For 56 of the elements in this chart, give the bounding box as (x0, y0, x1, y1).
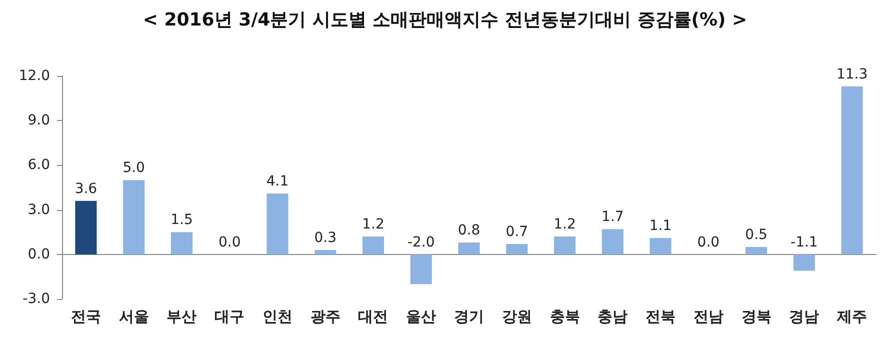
x-tick-label: 인천 (262, 308, 292, 326)
data-label: 1.7 (602, 209, 624, 226)
data-label: 5.0 (122, 160, 145, 176)
x-tick-label: 서울 (118, 308, 149, 326)
data-label: 11.3 (836, 66, 868, 82)
x-tick-label: 제주 (836, 308, 868, 326)
bar (793, 254, 815, 271)
bar (458, 242, 480, 254)
x-tick-label: 경기 (454, 308, 484, 326)
bar (650, 238, 672, 254)
bar (746, 246, 768, 254)
y-tick-label: 6.0 (28, 157, 50, 174)
bar (314, 250, 336, 254)
bar (123, 180, 145, 254)
bar (170, 232, 192, 254)
x-tick-label: 부산 (166, 308, 197, 326)
data-label: 4.1 (266, 173, 289, 190)
bar (554, 236, 576, 254)
bar (841, 86, 863, 254)
x-tick-label: 강원 (502, 308, 532, 326)
x-tick-label: 대전 (358, 308, 388, 326)
bar (362, 236, 384, 254)
y-tick-label: 0.0 (28, 246, 50, 262)
data-label: 3.6 (74, 180, 98, 197)
x-tick-label: 전국 (70, 308, 101, 326)
data-label: 0.0 (697, 234, 720, 250)
data-label: -1.1 (790, 234, 818, 250)
y-tick-label: 9.0 (28, 112, 50, 129)
bar (506, 244, 528, 254)
x-tick-label: 경남 (789, 308, 820, 326)
y-tick-label: 12.0 (18, 68, 50, 84)
y-tick-label: 3.0 (28, 202, 50, 218)
chart-title: < 2016년 3/4분기 시도별 소매판매액지수 전년동분기대비 증감률(%) > (142, 10, 748, 30)
x-tick-label: 전북 (646, 308, 676, 326)
x-tick-label: 경북 (741, 308, 772, 326)
bar (266, 193, 288, 254)
y-tick-label: -3.0 (22, 291, 50, 307)
x-tick-label: 대구 (214, 308, 245, 326)
data-label: 1.2 (554, 216, 576, 233)
data-label: 1.5 (170, 212, 193, 228)
x-tick-label: 전남 (693, 308, 724, 326)
bar (602, 229, 624, 254)
x-tick-label: 광주 (310, 308, 340, 326)
bar (75, 200, 97, 254)
data-label: 0.0 (218, 234, 241, 250)
data-label: 0.5 (745, 226, 768, 243)
data-label: -2.0 (407, 234, 435, 250)
data-label: 0.3 (314, 230, 336, 246)
data-label: 0.8 (458, 222, 480, 239)
data-label: 0.7 (506, 224, 528, 240)
data-label: 1.1 (649, 218, 672, 234)
x-tick-label: 울산 (406, 308, 436, 326)
x-tick-label: 충북 (550, 308, 580, 326)
data-label: 1.2 (362, 216, 384, 233)
bar (410, 254, 432, 284)
x-tick-label: 충남 (598, 308, 628, 326)
